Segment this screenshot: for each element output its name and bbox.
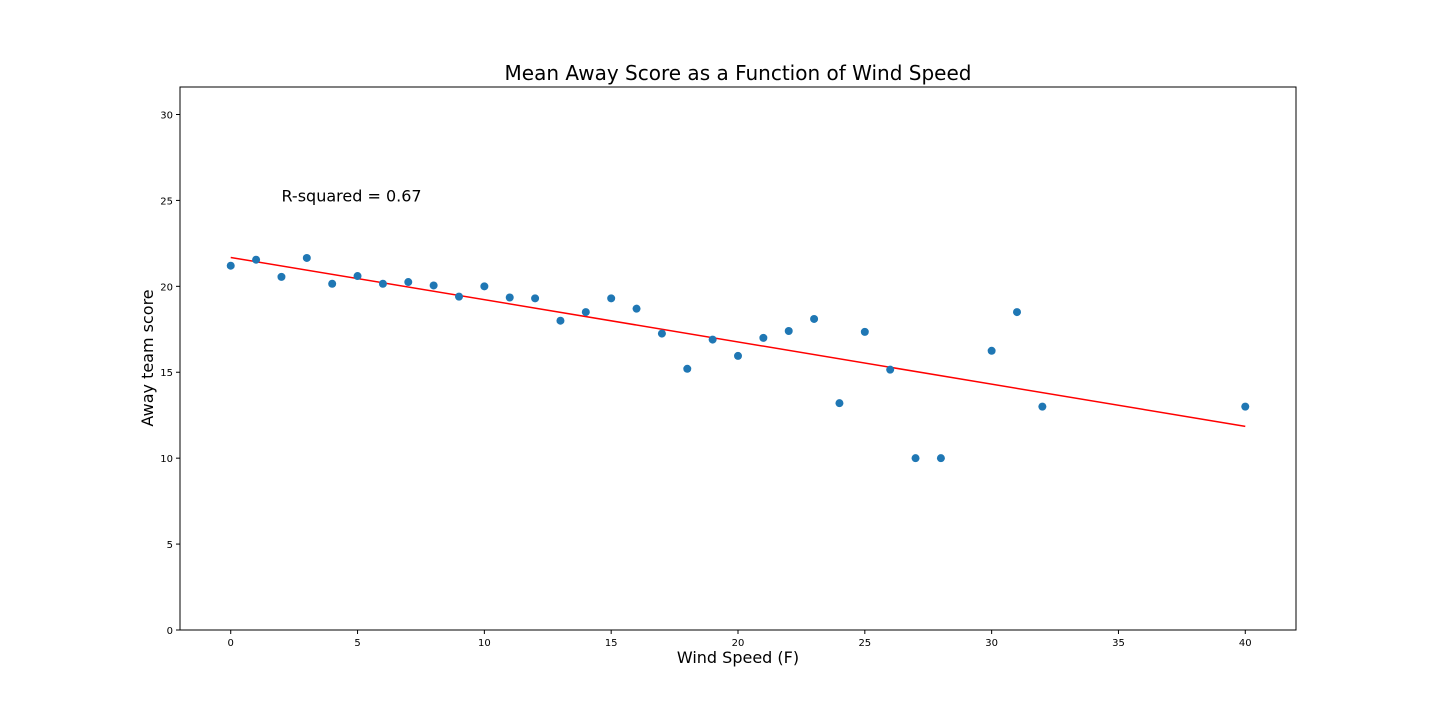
data-point [556,316,565,325]
x-tick-label: 20 [732,638,745,649]
x-tick-label: 25 [858,638,871,649]
y-axis-label: Away team score [138,289,157,426]
plot-group: 0 5 10 15 20 25 30 35 40 0 5 10 15 20 25 30 [160,86,1297,649]
y-tick-label: 0 [167,626,173,637]
regression-line [230,256,1246,428]
data-point [987,346,996,355]
data-point [835,399,844,408]
x-tick-label: 0 [228,638,234,649]
data-point [378,279,387,288]
data-point [531,294,540,303]
data-point [302,253,311,262]
y-tick-label: 10 [160,454,173,465]
data-point [353,272,362,281]
x-tick-label: 15 [605,638,618,649]
x-tick-label: 5 [354,638,360,649]
chart-title: Mean Away Score as a Function of Wind Sp… [505,61,972,85]
data-point [657,329,666,338]
data-point [505,293,514,302]
data-point [455,292,463,301]
x-tick-label: 35 [1112,638,1125,649]
x-axis-label: Wind Speed (F) [677,648,799,667]
data-point [607,294,616,303]
data-point [581,308,590,317]
data-point [759,333,768,342]
data-point [277,272,286,281]
data-point [784,327,793,336]
data-point [936,454,945,463]
r-squared-annotation: R-squared = 0.67 [281,186,421,205]
x-tick-label: 10 [478,638,491,649]
data-point [1038,402,1047,411]
data-point [683,364,692,373]
data-point [911,454,920,463]
data-point [226,261,235,270]
data-point [429,281,438,290]
data-point [1013,308,1021,317]
y-tick-label: 5 [167,540,173,551]
y-tick-label: 15 [160,368,173,379]
data-point [1241,402,1250,411]
data-point [708,335,717,344]
data-point [252,255,261,264]
y-tick-label: 30 [160,110,173,121]
x-tick-label: 40 [1239,638,1252,649]
y-tick-label: 25 [160,196,173,207]
data-point [860,327,869,336]
data-point [734,351,742,360]
x-tick-label: 30 [985,638,998,649]
data-point [328,279,337,288]
data-point [886,365,895,374]
data-point [632,304,641,313]
y-tick-label: 20 [160,282,173,293]
data-point [404,278,413,287]
data-point [480,282,489,291]
data-point [810,314,819,323]
